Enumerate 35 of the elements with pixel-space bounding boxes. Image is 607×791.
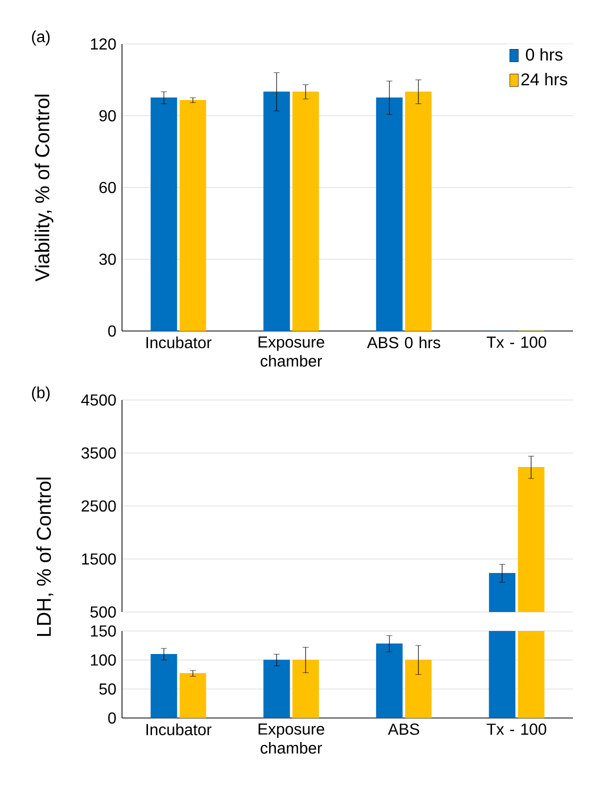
y-tick-label: 30 (99, 254, 116, 265)
bar (150, 654, 178, 718)
bar (150, 98, 178, 331)
y-tick-label: 150 (90, 625, 116, 637)
chart-title: (b) (32, 386, 50, 402)
y-tick-label: 1500 (82, 553, 116, 565)
y-tick-label: 2500 (82, 500, 116, 512)
y-tick-label: 0 (108, 325, 116, 337)
y-tick-label: 120 (90, 38, 116, 50)
legend-label: 24 hrs (521, 72, 568, 86)
chart-title: (a) (32, 30, 50, 46)
y-tick-label: 50 (99, 683, 116, 695)
y-tick-label: 4500 (81, 394, 116, 406)
x-tick-label: Incubator (146, 724, 212, 736)
x-tick-label: ABS 0 hrs (367, 336, 440, 348)
y-tick-label: 0 (108, 712, 116, 724)
y-tick-label: 3500 (81, 447, 116, 459)
y-axis-title: Viability, % of Control (34, 94, 54, 282)
x-tick-label: Tx - 100 (486, 336, 546, 348)
x-tick-label: Exposure chamber (258, 336, 324, 367)
bar (263, 92, 290, 331)
bar (263, 660, 290, 718)
x-tick-label: Tx - 100 (486, 724, 546, 735)
y-tick-label: 90 (99, 110, 116, 122)
y-axis-title: LDH, % of Control (36, 478, 54, 636)
bar (376, 98, 403, 331)
legend-label: 0 hrs (526, 48, 562, 61)
bar (488, 630, 516, 718)
y-tick-label: 60 (99, 182, 116, 194)
x-tick-label: Incubator (146, 336, 212, 348)
y-tick-label: 100 (90, 654, 116, 666)
x-tick-label: ABS (388, 724, 420, 735)
x-tick-label: Exposure chamber (258, 724, 324, 754)
y-tick-label: 500 (90, 606, 116, 618)
bar (376, 644, 403, 718)
